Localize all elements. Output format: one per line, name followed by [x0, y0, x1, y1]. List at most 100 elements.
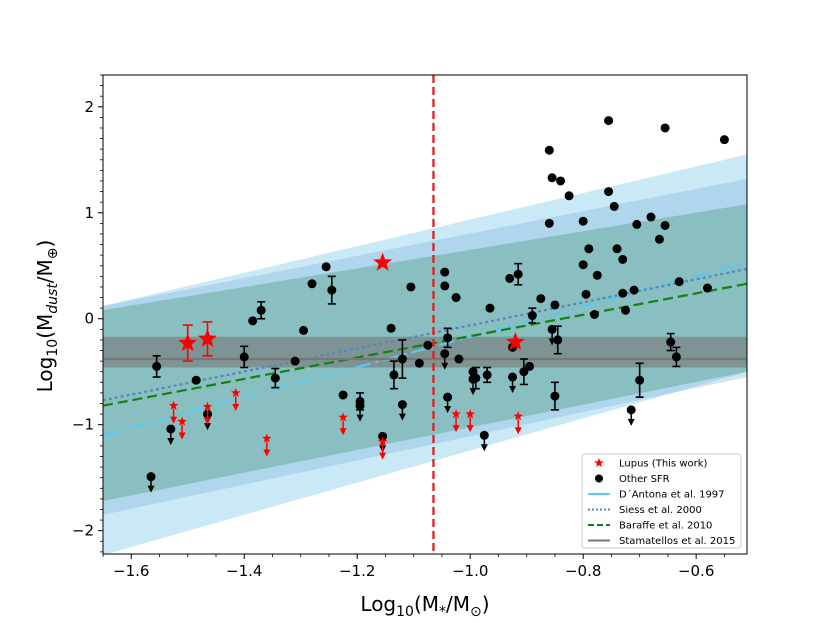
other-detection-dot	[621, 305, 631, 315]
other-detection	[632, 219, 642, 229]
other-detection	[589, 310, 599, 319]
other-detection-dot	[389, 370, 399, 380]
other-upper-limit-arrow-head	[444, 406, 452, 414]
x-title-sub: 10	[396, 604, 414, 620]
other-detection-dot	[527, 311, 537, 321]
legend-star-icon	[594, 458, 604, 467]
other-detection	[389, 360, 399, 390]
other-detection	[152, 355, 162, 378]
other-detection-dot	[443, 333, 453, 343]
other-detection-dot	[646, 212, 656, 222]
x-tick-label: −1.2	[339, 562, 375, 580]
other-detection	[544, 218, 554, 228]
axes: −1.6 −1.4 −1.2 −1.0 −0.8 −0.6 −2 −1 0 1 2	[72, 74, 725, 580]
other-detection	[654, 234, 664, 244]
other-detection-dot	[544, 145, 554, 155]
other-detection	[646, 212, 656, 222]
legend-label: Stamatellos et al. 2015	[619, 536, 735, 547]
data-points	[146, 116, 729, 493]
lupus-upper-limit-star	[513, 411, 523, 421]
other-detection-dot	[239, 352, 249, 362]
other-detection	[239, 345, 249, 369]
other-detection	[513, 262, 523, 286]
other-detection	[248, 316, 258, 326]
other-detection	[406, 282, 416, 292]
other-detection-dot	[519, 367, 529, 377]
other-upper-limit-arrow-head	[509, 386, 517, 394]
lupus-upper-limit-arrow	[178, 424, 186, 440]
lupus-upper-limit-arrow-head	[339, 428, 347, 436]
other-detection-dot	[719, 135, 729, 145]
lupus-detection-star	[373, 252, 393, 271]
other-detection-dot	[440, 267, 450, 277]
lupus-upper-limit-arrow-head	[379, 452, 387, 460]
other-upper-limit-arrow-head	[204, 423, 212, 431]
legend-label: Baraffe et al. 2010	[619, 521, 712, 532]
lupus-detection	[373, 252, 393, 271]
lupus-upper-limit-star	[231, 387, 241, 397]
other-detection-dot	[248, 316, 258, 326]
lupus-upper-limit-arrow-head	[232, 403, 240, 411]
x-title-rest2: /M	[446, 592, 470, 616]
lupus-upper-limit-arrow-head	[170, 416, 178, 424]
other-detection-dot	[660, 123, 670, 133]
other-upper-limit-arrow-head	[441, 362, 449, 370]
other-detection	[505, 273, 515, 283]
other-detection-dot	[191, 375, 201, 385]
other-detection-dot	[604, 187, 614, 197]
x-tick-label: −1.6	[113, 562, 149, 580]
other-detection	[550, 381, 560, 411]
other-detection	[290, 356, 300, 366]
other-detection	[397, 339, 407, 379]
other-detection	[270, 367, 280, 389]
other-detection-dot	[327, 285, 337, 295]
other-detection-dot	[338, 390, 348, 400]
other-detection-dot	[564, 191, 574, 201]
other-upper-limit	[508, 372, 518, 394]
other-detection-dot	[440, 281, 450, 291]
other-detection-dot	[674, 277, 684, 287]
other-detection	[604, 187, 614, 197]
lupus-upper-limit-arrow-head	[204, 417, 212, 425]
other-upper-limit-arrow	[398, 404, 406, 421]
other-detection	[674, 277, 684, 287]
other-detection	[550, 300, 560, 310]
lupus-upper-limit-arrow	[466, 417, 474, 433]
x-axis-title: Log10(M*/M⊙)	[360, 592, 489, 620]
x-title-end: )	[482, 592, 490, 616]
other-detection	[536, 294, 546, 304]
other-detection	[440, 281, 450, 291]
other-upper-limit-arrow	[509, 377, 517, 394]
legend-entry: Siess et al. 2000	[588, 505, 702, 516]
other-detection-dot	[553, 335, 563, 345]
x-title-base: Log	[360, 592, 396, 616]
other-detection	[629, 285, 639, 295]
other-detection-dot	[525, 361, 535, 371]
other-detection-dot	[618, 288, 628, 298]
other-detection	[355, 392, 365, 411]
other-detection-dot	[629, 285, 639, 295]
other-detection	[719, 135, 729, 145]
lupus-upper-limit	[377, 436, 388, 460]
legend-label: D´Antona et al. 1997	[619, 489, 725, 501]
lupus-upper-limit	[202, 401, 213, 425]
lupus-upper-limit	[465, 409, 475, 433]
other-detection	[635, 362, 645, 398]
lupus-upper-limit-arrow	[339, 420, 347, 436]
lupus-upper-limit-arrow	[514, 419, 522, 435]
other-upper-limit-arrow	[480, 435, 488, 452]
other-detection-dot	[406, 282, 416, 292]
lupus-detection	[178, 324, 198, 362]
legend-dot-icon	[595, 474, 603, 483]
other-detection	[578, 260, 588, 270]
legend-label: Siess et al. 2000	[619, 505, 702, 516]
siess-line	[103, 267, 747, 402]
other-upper-limit-arrow-head	[356, 414, 364, 422]
other-upper-limit-arrow	[147, 476, 155, 493]
lupus-upper-limit-arrow-head	[514, 427, 522, 435]
lupus-upper-limit-arrow	[379, 444, 387, 460]
other-detection-dot	[604, 116, 614, 126]
other-detection-dot	[321, 262, 331, 272]
lupus-detection	[505, 332, 525, 351]
other-detection-dot	[592, 270, 602, 280]
